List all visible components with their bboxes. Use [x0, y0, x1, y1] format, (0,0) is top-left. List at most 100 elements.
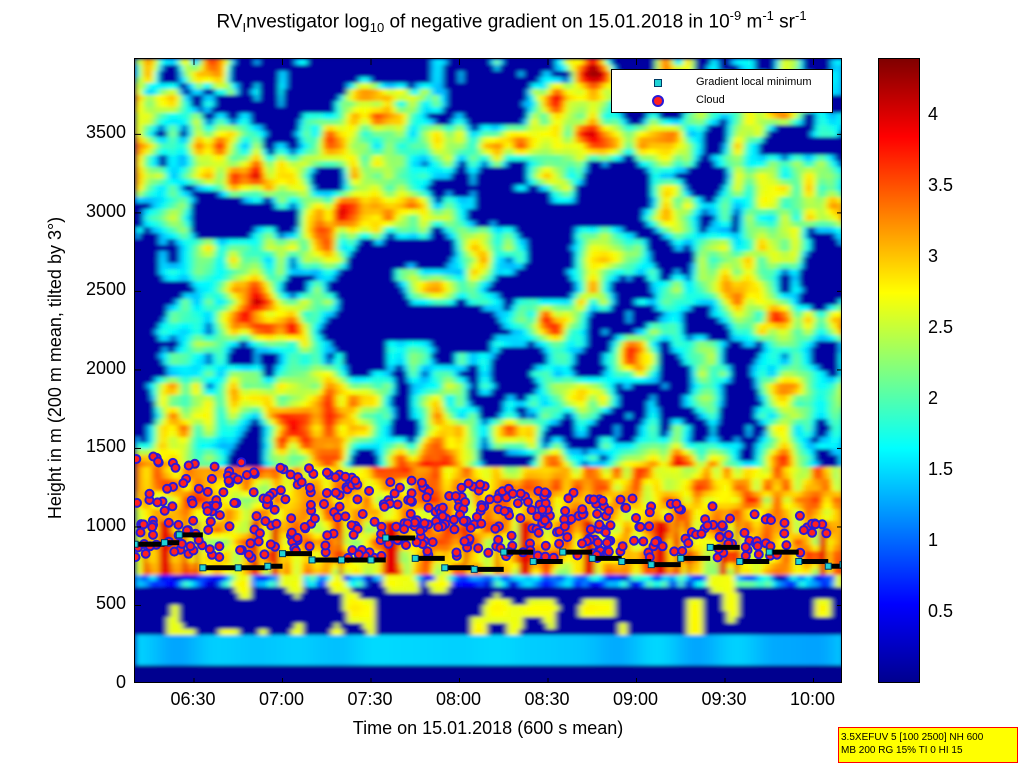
heatmap-cell — [839, 71, 841, 78]
heatmap-cell — [443, 65, 448, 72]
heatmap-cell — [179, 65, 184, 72]
heatmap-cell — [447, 71, 452, 78]
heatmap-cell — [275, 59, 280, 66]
heatmap-cell — [483, 71, 488, 78]
heatmap-cell — [587, 77, 592, 84]
heatmap-cell — [711, 59, 716, 66]
heatmap-cell — [571, 59, 576, 66]
heatmap-cell — [511, 77, 516, 84]
heatmap-cell — [279, 89, 284, 96]
heatmap-cell — [475, 71, 480, 78]
heatmap-cell — [319, 59, 324, 66]
heatmap-cell — [667, 59, 672, 66]
heatmap-cell — [271, 83, 276, 90]
heatmap-cell — [427, 59, 432, 66]
heatmap-cell — [443, 59, 448, 66]
heatmap-cell — [643, 65, 648, 72]
heatmap-cell — [251, 71, 256, 78]
heatmap-cell — [439, 71, 444, 78]
heatmap-cell — [435, 77, 440, 84]
heatmap-cell — [235, 65, 240, 72]
heatmap-cell — [623, 59, 628, 66]
heatmap-cell — [403, 89, 408, 96]
heatmap-cell — [551, 89, 556, 96]
heatmap-cell — [707, 65, 712, 72]
heatmap-cell — [839, 77, 841, 84]
heatmap-cell — [503, 65, 508, 72]
heatmap-cell — [819, 59, 824, 66]
heatmap-cell — [571, 65, 576, 72]
heatmap-cell — [507, 83, 512, 90]
heatmap-cell — [379, 77, 384, 84]
heatmap-cell — [191, 71, 196, 78]
heatmap-cell — [347, 83, 352, 90]
heatmap-cell — [447, 77, 452, 84]
heatmap-cell — [343, 89, 348, 96]
heatmap-cell — [475, 59, 480, 66]
heatmap-cell — [235, 89, 240, 96]
heatmap-cell — [383, 77, 388, 84]
heatmap-cell — [235, 77, 240, 84]
heatmap-cell — [251, 77, 256, 84]
heatmap-cell — [563, 65, 568, 72]
heatmap-cell — [403, 83, 408, 90]
heatmap-cell — [455, 71, 460, 78]
heatmap-cell — [231, 71, 236, 78]
heatmap-cell — [599, 83, 604, 90]
heatmap-cell — [531, 71, 536, 78]
heatmap-cell — [751, 59, 756, 66]
heatmap-cell — [383, 83, 388, 90]
heatmap-cell — [139, 77, 144, 84]
heatmap-cell — [395, 59, 400, 66]
heatmap-cell — [671, 59, 676, 66]
heatmap-cell — [527, 65, 532, 72]
heatmap-cell — [499, 71, 504, 78]
heatmap-cell — [523, 59, 528, 66]
heatmap-cell — [559, 59, 564, 66]
heatmap-cell — [599, 59, 604, 66]
heatmap-cell — [763, 59, 768, 66]
heatmap-cell — [299, 59, 304, 66]
heatmap-cell — [607, 71, 612, 78]
heatmap-cell — [507, 65, 512, 72]
heatmap-cell — [523, 89, 528, 96]
heatmap-cell — [147, 77, 152, 84]
heatmap-cell — [203, 77, 208, 84]
heatmap-cell — [371, 83, 376, 90]
heatmap-cell — [563, 83, 568, 90]
heatmap-cell — [767, 59, 772, 66]
heatmap-cell — [263, 65, 268, 72]
heatmap-cell — [579, 59, 584, 66]
heatmap-cell — [627, 65, 632, 72]
heatmap-cell — [839, 167, 841, 174]
heatmap-cell — [539, 59, 544, 66]
heatmap-cell — [215, 77, 220, 84]
heatmap-cell — [463, 59, 468, 66]
heatmap-cell — [719, 65, 724, 72]
heatmap-cell — [183, 83, 188, 90]
heatmap-cell — [839, 89, 841, 96]
heatmap-cell — [587, 71, 592, 78]
heatmap-cell — [623, 65, 628, 72]
heatmap-cell — [535, 65, 540, 72]
heatmap-cell — [715, 59, 720, 66]
heatmap-cell — [367, 59, 372, 66]
heatmap-cell — [603, 59, 608, 66]
heatmap-cell — [571, 77, 576, 84]
heatmap-cell — [283, 77, 288, 84]
heatmap-cell — [551, 83, 556, 90]
heatmap-cell — [559, 77, 564, 84]
heatmap-cell — [551, 71, 556, 78]
heatmap-cell — [347, 65, 352, 72]
heatmap-cell — [255, 65, 260, 72]
heatmap-cell — [271, 59, 276, 66]
heatmap-cell — [439, 83, 444, 90]
heatmap-cell — [251, 83, 256, 90]
heatmap-cell — [211, 71, 216, 78]
heatmap-cell — [415, 77, 420, 84]
heatmap-cell — [275, 83, 280, 90]
heatmap-cell — [271, 65, 276, 72]
heatmap-cell — [327, 89, 332, 96]
heatmap-cell — [543, 59, 548, 66]
heatmap-cell — [295, 71, 300, 78]
